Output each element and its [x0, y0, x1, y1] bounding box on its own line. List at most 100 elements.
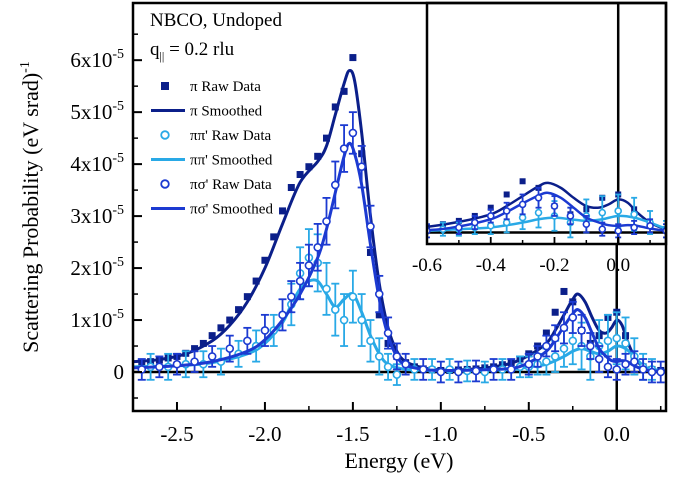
y-tick-mantissa: 6x10	[70, 48, 112, 72]
inset-pisigma-raw-point	[566, 212, 575, 220]
main-pi-raw-point	[217, 324, 225, 332]
y-tick-exponent: -5	[112, 307, 124, 322]
main-pisigma-raw-point	[243, 336, 252, 346]
y-tick-mantissa: 1x10	[70, 308, 112, 332]
y-tick-label: 2x10-5	[70, 255, 124, 280]
inset-pi-raw-point	[58, 99, 64, 105]
inset-pi-raw-point	[519, 178, 526, 185]
inset-pipi-raw-point	[598, 208, 607, 217]
inset-pipi-raw-point	[486, 222, 495, 230]
y-tick-exponent: -5	[112, 255, 124, 270]
main-pi-raw-point	[296, 171, 304, 179]
inset-pisigma-raw-point	[550, 202, 559, 210]
inset-pisigma-raw-point	[598, 225, 607, 233]
inset-pisigma-raw-point	[58, 162, 64, 168]
inset-pi-raw-point	[503, 191, 510, 198]
main-pi-raw-point	[208, 332, 216, 340]
inset-pisigma-raw-point	[10, 193, 16, 199]
main-pipi-raw-point	[559, 344, 569, 353]
annotation-q: q|| = 0.2 rlu	[150, 39, 235, 63]
inset-x-tick-label: -0.4	[476, 255, 507, 276]
y-axis-title: Scattering Probability (eV srad)-1	[18, 61, 43, 353]
y-tick-label: 1x10-5	[70, 307, 124, 332]
legend-pi-marker-swatch	[161, 82, 169, 90]
main-pisigma-raw-point	[374, 289, 384, 299]
inset-pipi-raw-point	[502, 218, 511, 227]
main-pi-raw-point	[314, 152, 322, 160]
inset-pipi-raw-point	[58, 157, 64, 163]
inset-pisigma-smoothed-line	[427, 191, 666, 233]
main-pisigma-raw-point	[392, 352, 402, 361]
main-pisigma-raw-point	[383, 328, 393, 338]
legend-label: πσ' Raw Data	[190, 177, 272, 193]
main-pisigma-raw-point	[489, 365, 498, 374]
main-pipi-raw-point	[612, 333, 622, 343]
main-pisigma-raw-point	[287, 292, 296, 301]
inset-pisigma-raw-point	[614, 226, 623, 235]
y-tick-exponent: -5	[112, 47, 124, 62]
main-pipi-raw-point	[330, 305, 340, 314]
main-pi-raw-point	[279, 207, 287, 215]
main-pipi-raw-point	[542, 357, 551, 366]
main-plot-data	[133, 3, 666, 411]
main-pisigma-raw-point	[418, 365, 428, 374]
inset-background	[427, 3, 666, 244]
y-axis-title-exponent: -1	[18, 61, 33, 73]
main-pipi-raw-point	[383, 362, 393, 372]
main-pi-raw-point	[340, 87, 348, 95]
main-pi-raw-point	[243, 293, 251, 301]
inset-pi-raw-point	[427, 223, 430, 230]
main-pisigma-raw-point	[304, 261, 314, 270]
y-tick-exponent: -5	[112, 99, 124, 114]
inset-pi-raw-point	[10, 127, 16, 133]
main-pisigma-raw-point	[190, 357, 199, 366]
x-axis-title: Energy (eV)	[345, 448, 454, 473]
main-pisigma-raw-point	[533, 352, 542, 361]
inset-pisigma-raw-point	[630, 223, 638, 232]
y-axis-title-text: Scattering Probability (eV srad)	[18, 73, 43, 353]
y-tick-mantissa: 4x10	[70, 152, 112, 176]
y-tick-label: 0	[114, 360, 125, 384]
main-pi-raw-point	[560, 287, 568, 295]
y-tick-mantissa: 3x10	[70, 204, 112, 228]
y-tick-mantissa: 2x10	[70, 256, 112, 280]
main-pi-raw-point	[261, 256, 269, 264]
annotation-sample: NBCO, Undoped	[150, 10, 282, 31]
main-pisigma-raw-point	[656, 367, 666, 377]
main-pisigma-raw-point	[524, 359, 534, 369]
main-pipi-raw-point	[339, 315, 349, 325]
inset-pisigma-raw-point	[679, 229, 685, 235]
main-pisigma-raw-point	[339, 144, 349, 153]
main-pisigma-raw-point	[207, 352, 217, 361]
main-pisigma-raw-point	[313, 242, 323, 252]
x-tick-label: -2.5	[160, 422, 193, 446]
main-pi-raw-point	[349, 54, 357, 62]
main-pisigma-raw-point	[330, 180, 340, 190]
main-pi-raw-point	[235, 306, 243, 314]
main-pisigma-raw-point	[612, 365, 622, 374]
y-tick-label: 5x10-5	[70, 99, 124, 124]
inset-pi-raw-point	[89, 81, 95, 87]
main-pisigma-raw-point	[647, 367, 657, 377]
main-pisigma-raw-point	[366, 222, 375, 231]
y-tick-exponent: -5	[112, 203, 124, 218]
inset-pisigma-raw-point	[455, 223, 463, 232]
main-pipi-raw-point	[568, 336, 578, 346]
y-tick-exponent: -5	[112, 151, 124, 166]
main-pisigma-raw-point	[172, 359, 182, 369]
main-pipi-raw-point	[348, 292, 358, 301]
y-tick-label: 3x10-5	[70, 203, 124, 228]
main-pipi-raw-point	[550, 352, 560, 361]
inset-pisigma-raw-point	[486, 212, 495, 220]
main-pisigma-raw-point	[621, 359, 630, 369]
y-tick-mantissa: 5x10	[70, 100, 112, 124]
main-pipi-raw-point	[322, 284, 331, 294]
inset-pipi-smoothed-line	[427, 214, 666, 233]
main-pisigma-raw-point	[471, 366, 481, 376]
inset-pisigma-raw-point	[121, 87, 127, 93]
main-pisigma-raw-point	[348, 128, 358, 138]
legend: π Raw Data π Smoothed ππ' Raw Data ππ' Smoo…	[151, 79, 273, 218]
inset-pipi-raw-point	[534, 208, 543, 217]
inset-pisigma-raw-point	[502, 207, 511, 215]
